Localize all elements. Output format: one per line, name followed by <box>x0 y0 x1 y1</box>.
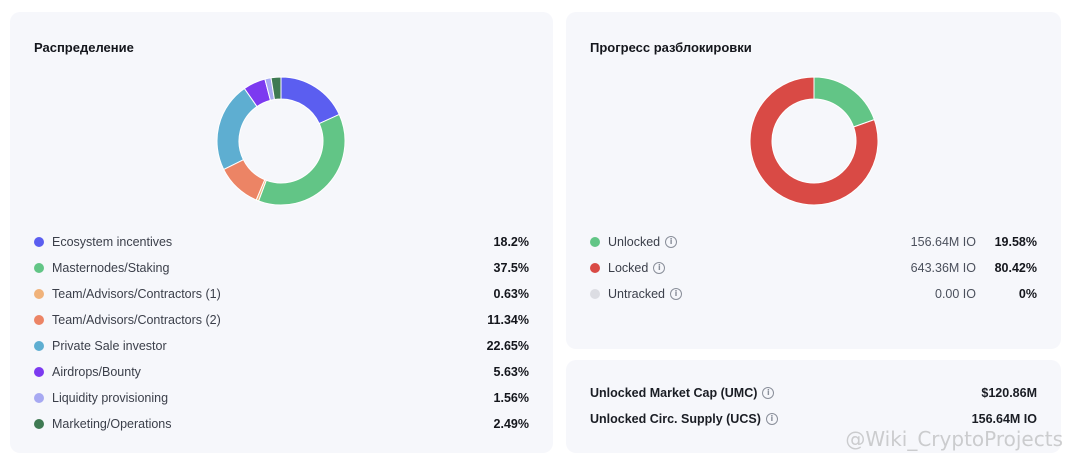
distribution-slice-0[interactable] <box>280 76 340 125</box>
legend-label: Team/Advisors/Contractors (1) <box>52 287 221 301</box>
legend-item-team-advisors-2[interactable]: Team/Advisors/Contractors (2) 11.34% <box>34 307 529 333</box>
legend-dot <box>590 237 600 247</box>
legend-value: 2.49% <box>493 417 529 431</box>
legend-label: Airdrops/Bounty <box>52 365 141 379</box>
legend-item-unlocked[interactable]: Unlocked i 156.64M IO 19.58% <box>590 229 1037 255</box>
unlock-progress-card: Прогресс разблокировки Unlocked i 156.64… <box>566 12 1061 349</box>
distribution-slice-1[interactable] <box>257 113 346 206</box>
legend-dot <box>590 289 600 299</box>
legend-label: Private Sale investor <box>52 339 167 353</box>
legend-label: Unlocked <box>608 235 661 249</box>
distribution-slice-7[interactable] <box>270 76 282 101</box>
legend-label: Locked <box>608 261 649 275</box>
ucs-value: 156.64M IO <box>971 412 1037 426</box>
legend-label: Liquidity provisioning <box>52 391 169 405</box>
info-icon[interactable]: i <box>665 236 678 248</box>
distribution-slice-4[interactable] <box>216 87 258 171</box>
distribution-title: Распределение <box>34 40 134 55</box>
legend-label: Untracked <box>608 287 665 301</box>
unlock-donut-chart <box>749 76 879 206</box>
legend-value: 1.56% <box>493 391 529 405</box>
info-icon[interactable]: i <box>762 387 775 399</box>
legend-dot <box>34 263 44 273</box>
legend-value: 18.2% <box>493 235 529 249</box>
unlock-slice-1[interactable] <box>749 76 879 206</box>
legend-amount: 0.00 IO <box>935 287 976 301</box>
legend-item-airdrops-bounty[interactable]: Airdrops/Bounty 5.63% <box>34 359 529 385</box>
watermark: @Wiki_CryptoProjects <box>845 427 1063 451</box>
unlock-title: Прогресс разблокировки <box>590 40 752 55</box>
legend-dot <box>590 263 600 273</box>
distribution-donut-chart <box>216 76 346 206</box>
legend-label: Team/Advisors/Contractors (2) <box>52 313 221 327</box>
legend-item-marketing[interactable]: Marketing/Operations 2.49% <box>34 411 529 437</box>
legend-amount: 156.64M IO <box>910 235 976 249</box>
legend-value: 0.63% <box>493 287 529 301</box>
legend-item-locked[interactable]: Locked i 643.36M IO 80.42% <box>590 255 1037 281</box>
umc-value: $120.86M <box>981 386 1037 400</box>
ucs-row: Unlocked Circ. Supply (UCS) i 156.64M IO <box>590 409 1037 429</box>
umc-row: Unlocked Market Cap (UMC) i $120.86M <box>590 383 1037 403</box>
legend-value: 37.5% <box>493 261 529 275</box>
distribution-legend: Ecosystem incentives 18.2% Masternodes/S… <box>34 229 529 437</box>
legend-item-masternodes-staking[interactable]: Masternodes/Staking 37.5% <box>34 255 529 281</box>
legend-value: 22.65% <box>486 339 529 353</box>
legend-label: Marketing/Operations <box>52 417 172 431</box>
info-icon[interactable]: i <box>653 262 666 274</box>
ucs-label: Unlocked Circ. Supply (UCS) <box>590 412 761 426</box>
distribution-card: Распределение Ecosystem incentives 18.2%… <box>10 12 553 453</box>
legend-item-team-advisors-1[interactable]: Team/Advisors/Contractors (1) 0.63% <box>34 281 529 307</box>
unlock-legend: Unlocked i 156.64M IO 19.58% Locked i 64… <box>590 229 1037 307</box>
legend-value: 11.34% <box>487 313 529 327</box>
legend-dot <box>34 367 44 377</box>
legend-item-ecosystem-incentives[interactable]: Ecosystem incentives 18.2% <box>34 229 529 255</box>
legend-dot <box>34 315 44 325</box>
legend-item-untracked[interactable]: Untracked i 0.00 IO 0% <box>590 281 1037 307</box>
legend-dot <box>34 237 44 247</box>
info-icon[interactable]: i <box>669 288 682 300</box>
unlock-slice-0[interactable] <box>813 76 875 128</box>
legend-dot <box>34 393 44 403</box>
legend-label: Ecosystem incentives <box>52 235 173 249</box>
legend-dot <box>34 341 44 351</box>
legend-value: 80.42% <box>994 261 1037 275</box>
legend-label: Masternodes/Staking <box>52 261 170 275</box>
legend-dot <box>34 289 44 299</box>
market-stats-card: Unlocked Market Cap (UMC) i $120.86M Unl… <box>566 360 1061 453</box>
legend-value: 5.63% <box>493 365 529 379</box>
legend-amount: 643.36M IO <box>910 261 976 275</box>
umc-label: Unlocked Market Cap (UMC) <box>590 386 758 400</box>
legend-item-liquidity[interactable]: Liquidity provisioning 1.56% <box>34 385 529 411</box>
legend-value: 0% <box>1018 287 1037 301</box>
legend-value: 19.58% <box>994 235 1037 249</box>
legend-dot <box>34 419 44 429</box>
info-icon[interactable]: i <box>765 413 778 425</box>
legend-item-private-sale[interactable]: Private Sale investor 22.65% <box>34 333 529 359</box>
